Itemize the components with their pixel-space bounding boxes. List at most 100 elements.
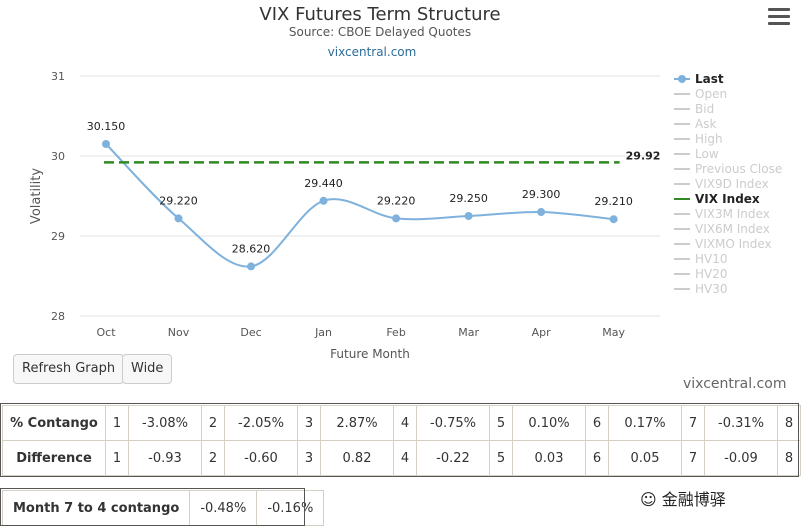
table-cell: -0.31% xyxy=(704,405,778,441)
month-number: 4 xyxy=(393,440,417,476)
legend-item[interactable]: Last xyxy=(695,72,724,86)
table-row: Difference 1 -0.93 2 -0.60 3 0.82 4 -0.22 5 0.03 6 0… xyxy=(2,440,801,476)
table-cell: 2.87% xyxy=(320,405,394,441)
x-tick-label: Oct xyxy=(96,326,116,339)
legend-item[interactable]: Low xyxy=(695,147,719,161)
month-number: 1 xyxy=(105,405,129,441)
legend-item[interactable]: HV30 xyxy=(695,282,728,296)
last-data-point[interactable] xyxy=(247,262,256,271)
month-contango-value-1: -0.48% xyxy=(189,490,258,526)
x-tick-label: May xyxy=(602,326,625,339)
vix-index-label: 29.92 xyxy=(626,149,661,162)
x-tick-label: Feb xyxy=(386,326,405,339)
grid xyxy=(80,75,660,317)
legend-item[interactable]: Bid xyxy=(695,102,714,116)
last-data-label: 29.300 xyxy=(522,188,561,201)
row-label: % Contango xyxy=(2,405,106,441)
table-cell: -0.75% xyxy=(416,405,490,441)
wechat-icon: ☺ xyxy=(640,490,657,509)
contango-table: % Contango 1 -3.08% 2 -2.05% 3 2.87% 4 -0.75% 5 0.… xyxy=(2,405,801,476)
table-cell: -2.05% xyxy=(224,405,298,441)
row-label: Difference xyxy=(2,440,106,476)
table-cell: -0.93 xyxy=(128,440,202,476)
watermark-text: 金融博驿 xyxy=(661,490,726,509)
table-cell: 0.03 xyxy=(512,440,586,476)
month-number: 5 xyxy=(489,440,513,476)
table-cell: 0.82 xyxy=(320,440,394,476)
month-number: 5 xyxy=(489,405,513,441)
series-layer: 30.150 29.220 28.620 29.440 29.220 29.250 29.3… xyxy=(87,120,661,271)
month-number: 3 xyxy=(297,405,321,441)
legend-item[interactable]: HV20 xyxy=(695,267,728,281)
x-tick-label: Dec xyxy=(240,326,261,339)
legend-item[interactable]: VIX6M Index xyxy=(695,222,770,236)
month-number: 1 xyxy=(105,440,129,476)
chart-subtitle: Source: CBOE Delayed Quotes xyxy=(289,25,471,39)
month-number: 6 xyxy=(585,440,609,476)
month-contango-value-2: -0.16% xyxy=(256,490,325,526)
last-data-label: 29.250 xyxy=(449,192,488,205)
wide-button[interactable]: Wide xyxy=(122,354,173,384)
last-data-point[interactable] xyxy=(392,214,401,223)
legend-item[interactable]: VIX Index xyxy=(695,192,760,206)
legend-marker[interactable] xyxy=(678,75,686,83)
table-cell: -0.60 xyxy=(224,440,298,476)
legend-item[interactable]: High xyxy=(695,132,723,146)
last-data-label: 29.220 xyxy=(377,194,416,207)
month-contango-table: Month 7 to 4 contango -0.48% -0.16% xyxy=(1,490,325,526)
last-data-point[interactable] xyxy=(537,208,546,216)
legend-item[interactable]: Previous Close xyxy=(695,162,782,176)
table-cell: 0.17% xyxy=(608,405,682,441)
table-cell: -0.22 xyxy=(416,440,490,476)
legend-item[interactable]: VIX9D Index xyxy=(695,177,769,191)
x-axis: Oct Nov Dec Jan Feb Mar Apr May xyxy=(96,326,625,339)
month-contango-label: Month 7 to 4 contango xyxy=(1,490,191,526)
month-number: 6 xyxy=(585,405,609,441)
x-tick-label: Mar xyxy=(458,326,479,339)
last-data-label: 30.150 xyxy=(87,120,126,133)
legend-item[interactable]: VIX3M Index xyxy=(695,207,770,221)
month-number: 3 xyxy=(297,440,321,476)
table-cell: 0.10% xyxy=(512,405,586,441)
last-data-point[interactable] xyxy=(102,140,110,148)
month-number: 2 xyxy=(201,405,225,441)
refresh-graph-button[interactable]: Refresh Graph xyxy=(13,354,125,384)
chart-credit: vixcentral.com xyxy=(328,45,417,59)
menu-icon[interactable] xyxy=(768,8,790,26)
y-tick-label: 28 xyxy=(51,310,65,323)
y-tick-label: 29 xyxy=(51,230,65,243)
term-structure-chart: VIX Futures Term Structure Source: CBOE … xyxy=(29,4,782,361)
last-data-point[interactable] xyxy=(319,196,328,205)
x-tick-label: Jan xyxy=(314,326,332,339)
month-number: 8 xyxy=(777,440,801,476)
table-cell: -0.09 xyxy=(704,440,778,476)
legend-item[interactable]: Open xyxy=(695,87,727,101)
x-tick-label: Nov xyxy=(168,326,190,339)
month-number: 7 xyxy=(681,405,705,441)
month-number: 7 xyxy=(681,440,705,476)
legend-item[interactable]: HV10 xyxy=(695,252,728,266)
y-axis: 28 29 30 31 xyxy=(51,70,65,323)
y-axis-label: Volatility xyxy=(29,168,44,224)
y-tick-label: 30 xyxy=(51,150,65,163)
legend-item[interactable]: Ask xyxy=(695,117,716,131)
month-number: 2 xyxy=(201,440,225,476)
last-data-label: 29.210 xyxy=(594,195,633,208)
table-row: % Contango 1 -3.08% 2 -2.05% 3 2.87% 4 -0.75% 5 0.… xyxy=(2,405,801,441)
month-number: 8 xyxy=(777,405,801,441)
x-axis-label: Future Month xyxy=(330,347,410,361)
last-data-point[interactable] xyxy=(464,212,473,220)
x-tick-label: Apr xyxy=(532,326,552,339)
legend-item[interactable]: VIXMO Index xyxy=(695,237,772,251)
last-data-point[interactable] xyxy=(609,215,618,224)
last-data-label: 28.620 xyxy=(232,242,271,255)
last-data-point[interactable] xyxy=(174,214,183,223)
last-data-label: 29.220 xyxy=(159,194,198,207)
table-cell: -3.08% xyxy=(128,405,202,441)
site-credit[interactable]: vixcentral.com xyxy=(683,376,787,392)
table-cell: 0.05 xyxy=(608,440,682,476)
table-row: Month 7 to 4 contango -0.48% -0.16% xyxy=(1,490,325,526)
last-data-label: 29.440 xyxy=(304,177,343,190)
y-tick-label: 31 xyxy=(51,70,65,83)
